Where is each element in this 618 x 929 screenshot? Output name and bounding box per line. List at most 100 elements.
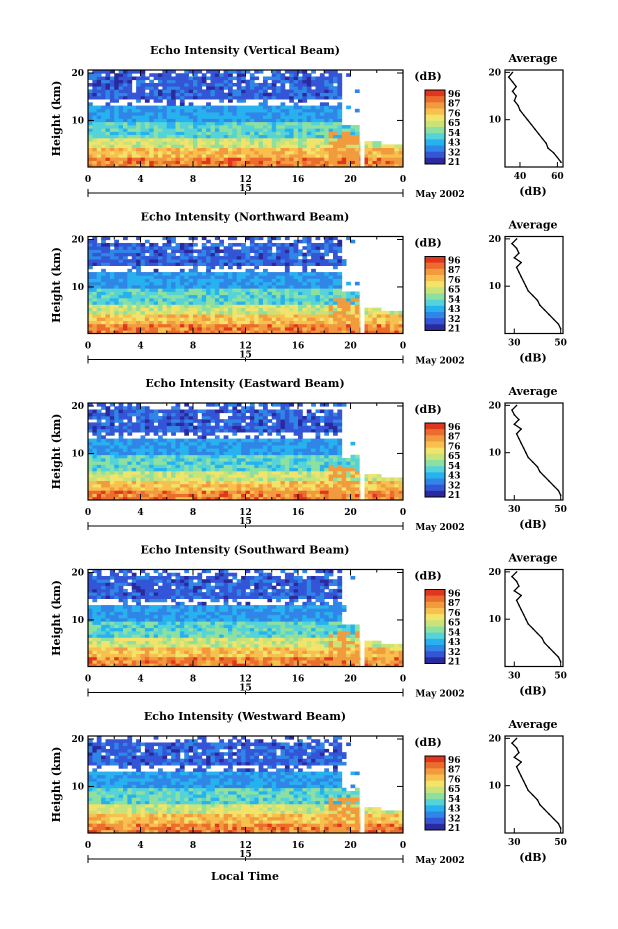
- profile-point: [511, 90, 514, 93]
- x-tick-label: 4: [137, 675, 143, 685]
- profile-points: [511, 404, 562, 497]
- profile-frame: [504, 235, 564, 335]
- x-tick-label: 0: [400, 841, 406, 851]
- profile-line: [511, 238, 562, 330]
- profile-y-tick: 10: [488, 782, 501, 792]
- x-tick-label: 0: [400, 675, 406, 685]
- profile-point: [536, 299, 539, 302]
- colorbar-swatch: [425, 651, 445, 658]
- x-tick-label: 16: [292, 508, 305, 518]
- colorbar-swatch: [425, 157, 445, 165]
- x-tick-label: 0: [85, 175, 91, 185]
- profile-point: [513, 756, 516, 759]
- profile-point: [552, 651, 555, 654]
- colorbar-tick-label: 96: [448, 423, 461, 433]
- colorbar-swatch: [425, 324, 445, 331]
- profile-point: [520, 608, 522, 611]
- date-tick-label: 15: [239, 684, 252, 694]
- colorbar-tick-label: 96: [448, 590, 461, 600]
- x-tick-label: 0: [85, 841, 91, 851]
- profile-line: [507, 71, 562, 163]
- x-tick-label: 4: [137, 342, 143, 352]
- colorbar-tick-label: 87: [448, 599, 461, 609]
- x-tick-label: 12: [239, 841, 252, 851]
- colorbar-tick-label: 76: [448, 109, 461, 119]
- colorbar-swatch: [425, 768, 445, 775]
- colorbar-tick-label: 43: [448, 472, 461, 482]
- colorbar-swatch: [425, 762, 445, 769]
- x-tick-label: 0: [85, 342, 91, 352]
- profile-point: [515, 95, 517, 97]
- colorbar-swatch: [425, 299, 445, 307]
- colorbar-swatch: [425, 786, 445, 794]
- profile-point: [527, 456, 529, 459]
- x-axis: 0 4 8 12 16 20 0: [85, 569, 406, 685]
- profile-x-tick: 30: [508, 505, 521, 515]
- colorbar-tick-label: 21: [448, 658, 461, 668]
- colorbar-swatch: [425, 756, 445, 763]
- profile-y-tick: 20: [488, 568, 501, 578]
- profile-x-label: (dB): [519, 851, 546, 864]
- colorbar-tick-label: 65: [448, 785, 461, 795]
- profile-point: [557, 656, 560, 658]
- x-tick-label: 20: [344, 342, 357, 352]
- profile-point: [522, 780, 525, 782]
- colorbar-swatch: [425, 805, 445, 812]
- colorbar-swatch: [425, 96, 445, 103]
- colorbar-swatch: [425, 799, 445, 806]
- profile-point: [547, 147, 549, 149]
- profile-x-tick: 30: [508, 339, 521, 349]
- profile-y-tick: 20: [488, 401, 501, 411]
- colorbar-unit: (dB): [414, 237, 441, 250]
- x-tick-label: 8: [190, 675, 196, 685]
- profile-point: [511, 575, 513, 578]
- profile-point: [515, 747, 518, 749]
- profile-point: [552, 818, 555, 820]
- profile-point: [557, 323, 560, 325]
- average-profile: Average 20 10 30 50 (dB): [488, 552, 566, 698]
- profile-point: [518, 585, 520, 587]
- colorbar-swatch: [425, 429, 445, 436]
- colorbar-tick-label: 32: [448, 648, 461, 658]
- x-tick-label: 16: [292, 175, 305, 185]
- colorbar-tick-label: 87: [448, 266, 461, 276]
- profile-point: [532, 461, 534, 463]
- colorbar-tick-label: 21: [448, 824, 461, 834]
- profile-y-tick: 20: [488, 235, 501, 245]
- profile-point: [525, 285, 527, 287]
- colorbar-unit: (dB): [414, 70, 441, 83]
- colorbar-tick-label: 96: [448, 90, 461, 100]
- colorbar-swatch: [425, 817, 445, 825]
- profile-point: [519, 109, 521, 111]
- colorbar-swatch: [425, 108, 445, 115]
- profile-frame: [504, 402, 564, 501]
- colorbar-swatch: [425, 423, 445, 430]
- colorbar-tick-label: 65: [448, 286, 461, 296]
- profile-point: [532, 627, 534, 630]
- profile-point: [539, 304, 541, 306]
- heatmap-cells: [88, 70, 404, 168]
- y-axis-label: Height (km): [50, 747, 63, 823]
- date-tick-label: 15: [239, 184, 252, 194]
- profile-point: [515, 571, 518, 573]
- x-tick-label: 8: [190, 342, 196, 352]
- x-axis: 0 4 8 12 16 20 0: [85, 403, 406, 518]
- colorbar-swatch: [425, 466, 445, 473]
- profile-y-tick: 10: [488, 615, 501, 625]
- profile-x-tick: 30: [508, 672, 521, 682]
- x-tick-label: 16: [292, 342, 305, 352]
- profile-y-tick: 10: [488, 282, 501, 292]
- profile-y-tick: 10: [488, 449, 501, 459]
- colorbar-swatch: [425, 453, 445, 461]
- x-tick-label: 8: [190, 175, 196, 185]
- profile-point: [522, 447, 525, 449]
- profile-point: [515, 247, 518, 250]
- profile-point: [541, 637, 543, 639]
- colorbar-swatch: [425, 447, 445, 455]
- y-tick-label: 10: [71, 116, 84, 126]
- colorbar-swatch: [425, 478, 445, 485]
- profile-point: [526, 118, 529, 121]
- profile-point: [520, 775, 522, 777]
- x-tick-label: 0: [400, 175, 406, 185]
